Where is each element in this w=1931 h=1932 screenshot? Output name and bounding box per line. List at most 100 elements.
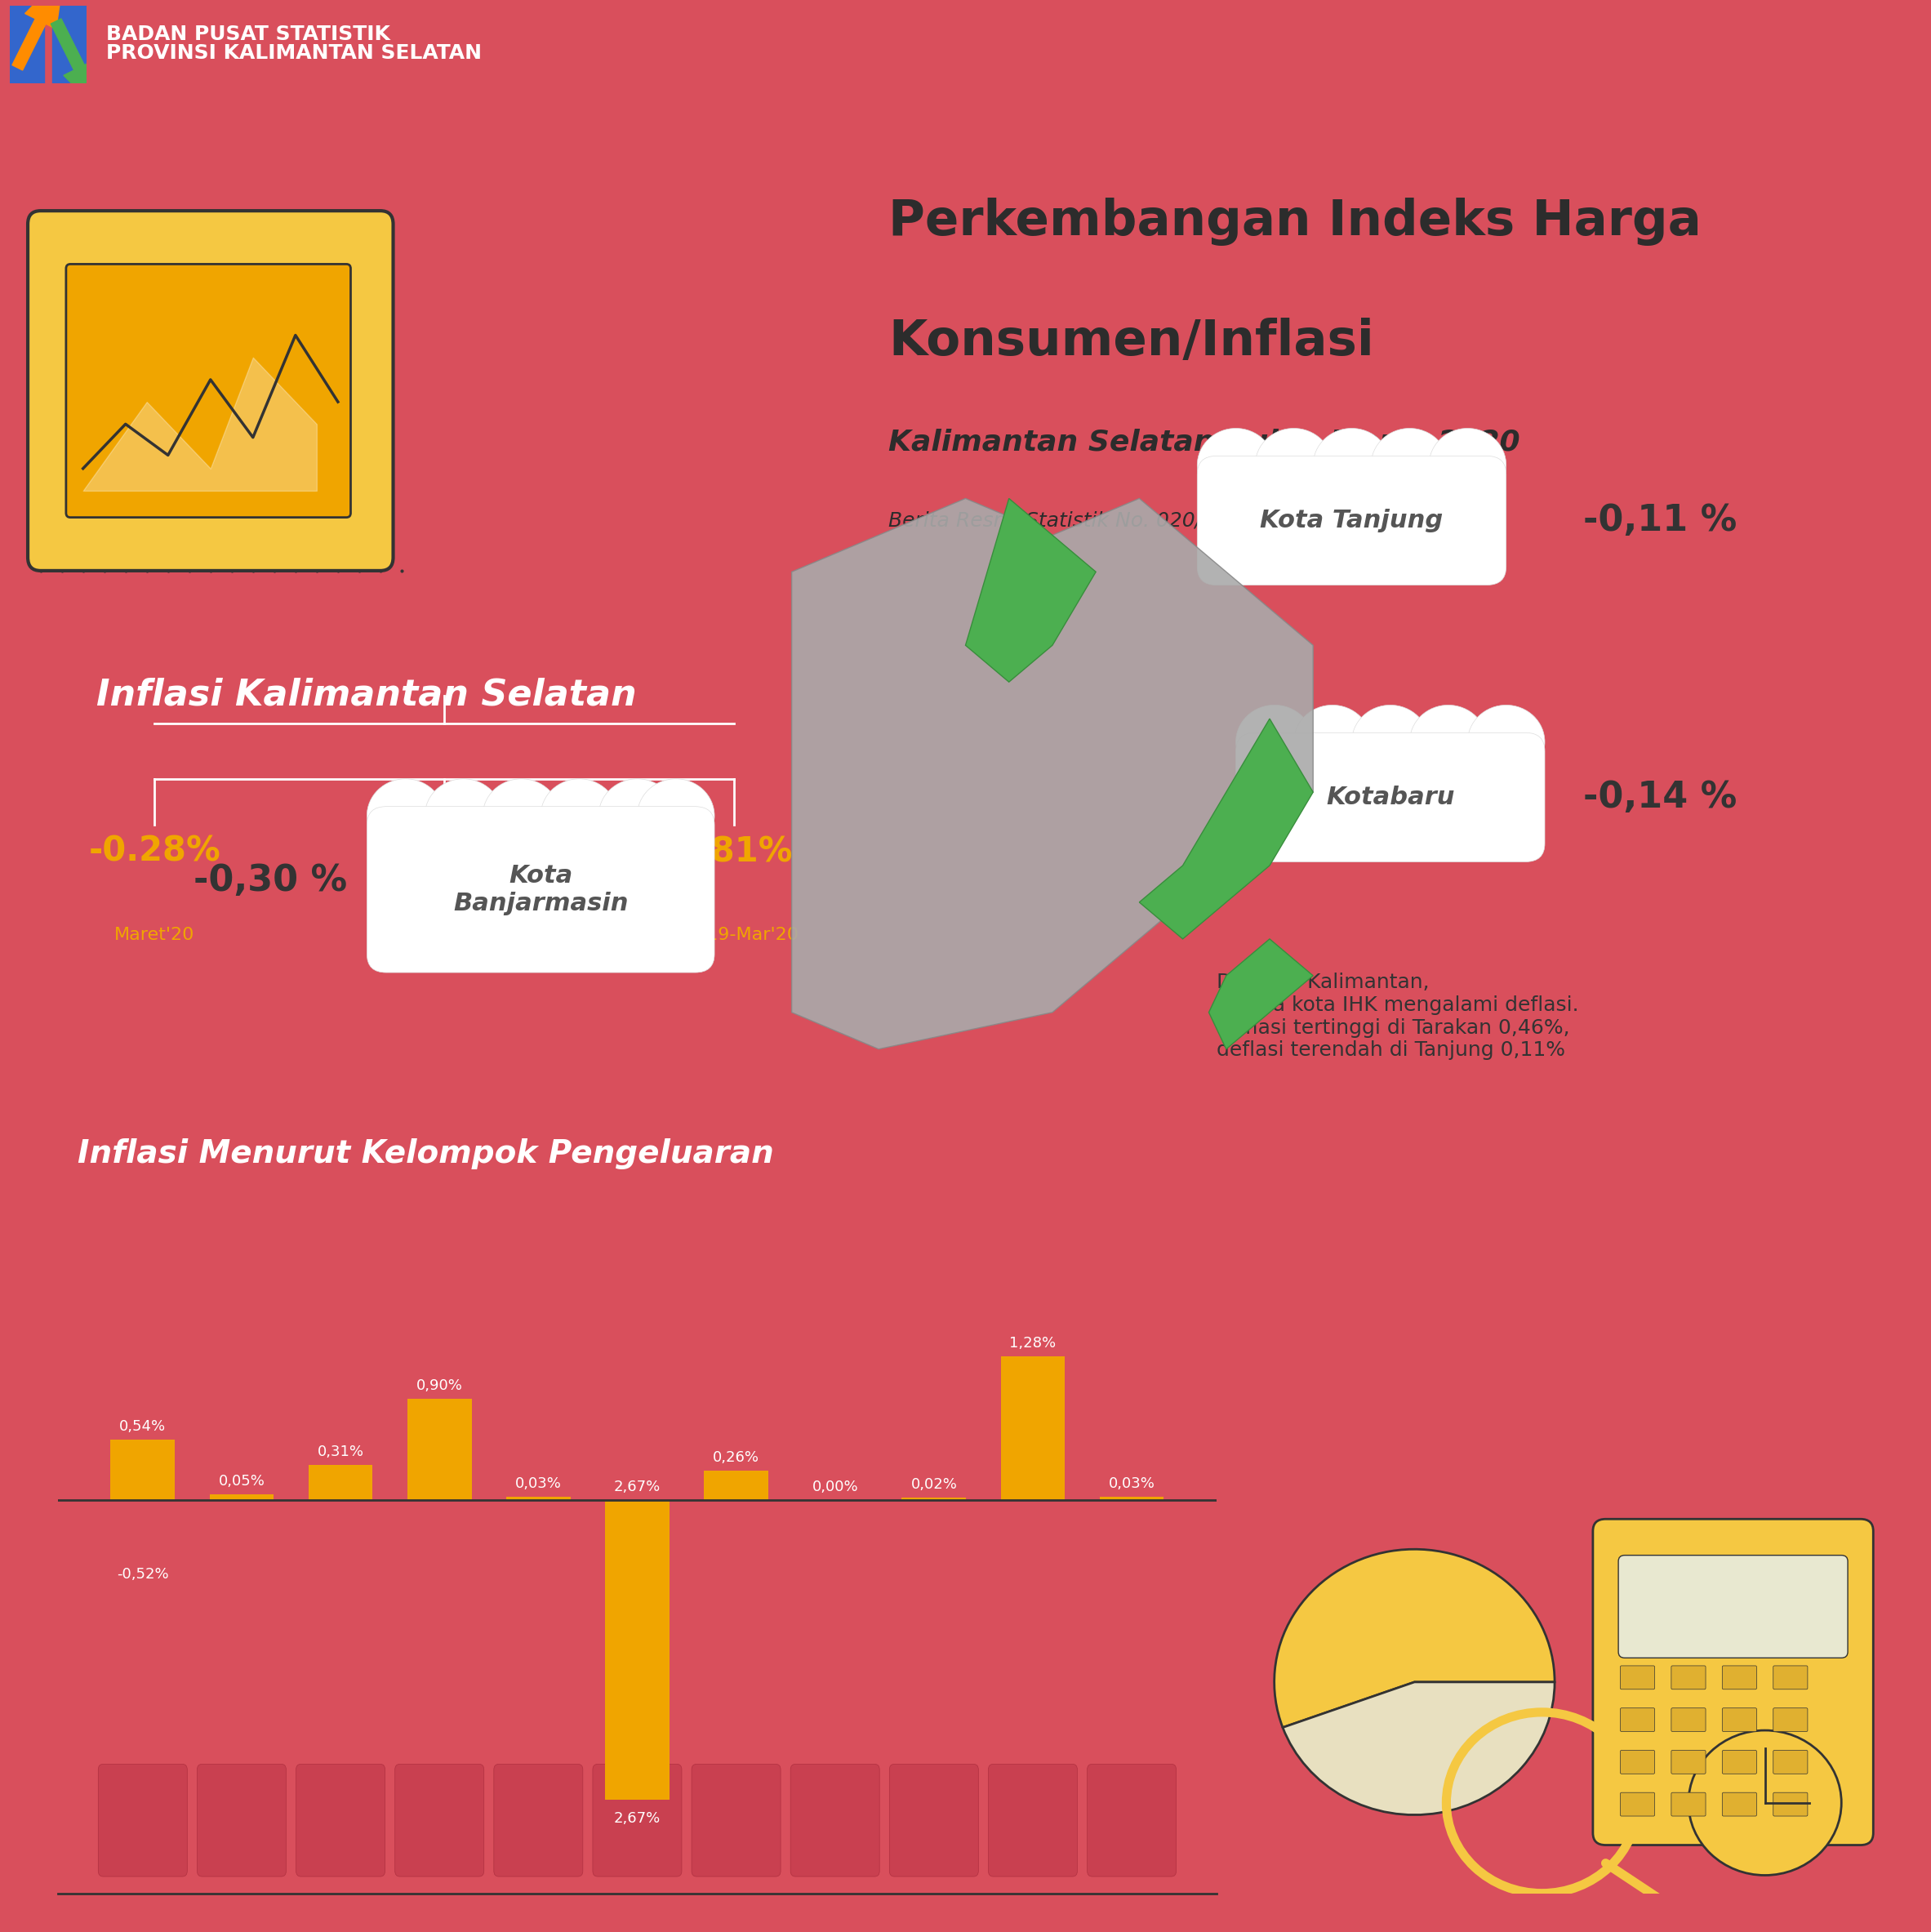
FancyBboxPatch shape [1670, 1665, 1705, 1689]
Bar [110, 1439, 176, 1499]
Circle shape [1352, 705, 1429, 779]
Polygon shape [1139, 719, 1313, 939]
FancyBboxPatch shape [1722, 1708, 1757, 1731]
FancyBboxPatch shape [1773, 1708, 1807, 1731]
FancyBboxPatch shape [396, 1764, 485, 1876]
FancyBboxPatch shape [593, 1764, 682, 1876]
Circle shape [483, 779, 560, 852]
FancyBboxPatch shape [1087, 1764, 1176, 1876]
FancyBboxPatch shape [1618, 1555, 1848, 1658]
Circle shape [1294, 705, 1371, 779]
FancyBboxPatch shape [1620, 1708, 1655, 1731]
Bar [1000, 1356, 1066, 1499]
Circle shape [1236, 705, 1313, 779]
Text: 0,05%: 0,05% [218, 1474, 265, 1490]
FancyBboxPatch shape [1670, 1750, 1705, 1774]
Circle shape [1429, 429, 1506, 502]
Bar [209, 1493, 274, 1499]
FancyBboxPatch shape [197, 1764, 286, 1876]
Text: 2,67%: 2,67% [614, 1812, 660, 1826]
FancyBboxPatch shape [1773, 1793, 1807, 1816]
Bar [10, 6, 44, 83]
Text: Maret'20: Maret'20 [114, 927, 195, 943]
Bar [705, 1470, 769, 1499]
Text: 0,54%: 0,54% [120, 1418, 166, 1434]
Text: -0,11 %: -0,11 % [1583, 502, 1738, 539]
Circle shape [1197, 429, 1274, 502]
Circle shape [1468, 705, 1545, 779]
FancyArrow shape [50, 19, 102, 114]
FancyBboxPatch shape [27, 211, 394, 570]
Text: 0,26%: 0,26% [713, 1451, 759, 1464]
FancyBboxPatch shape [1670, 1708, 1705, 1731]
FancyBboxPatch shape [1620, 1793, 1655, 1816]
Text: Di Pulau Kalimantan,
semua kota IHK mengalami deflasi.
Deflasi tertinggi di Tara: Di Pulau Kalimantan, semua kota IHK meng… [1217, 972, 1580, 1061]
Wedge shape [1282, 1683, 1554, 1814]
Text: 1,28%: 1,28% [1010, 1335, 1056, 1350]
Text: 0,03%: 0,03% [516, 1476, 562, 1492]
Text: -0,52%: -0,52% [116, 1567, 168, 1582]
FancyBboxPatch shape [1722, 1793, 1757, 1816]
FancyBboxPatch shape [1773, 1750, 1807, 1774]
Text: -0,30 %: -0,30 % [193, 864, 348, 898]
Text: 0,90%: 0,90% [417, 1378, 463, 1393]
Polygon shape [1209, 939, 1313, 1049]
Text: Inflasi Kalimantan Selatan: Inflasi Kalimantan Selatan [97, 678, 637, 713]
Text: -0.28%: -0.28% [89, 835, 220, 869]
FancyBboxPatch shape [989, 1764, 1077, 1876]
Circle shape [1371, 429, 1448, 502]
FancyBboxPatch shape [367, 806, 714, 972]
Text: Jan'20-Mar'20: Jan'20-Mar'20 [382, 927, 506, 943]
Polygon shape [966, 498, 1097, 682]
Bar [52, 6, 87, 83]
Text: Berita Resmi Statistik No. 020/04/63/Th. XXIV,1 April 2020: Berita Resmi Statistik No. 020/04/63/Th.… [888, 512, 1483, 531]
FancyArrow shape [12, 0, 64, 70]
Text: Kota Tanjung: Kota Tanjung [1261, 508, 1442, 533]
FancyBboxPatch shape [295, 1764, 384, 1876]
Text: -0,14 %: -0,14 % [1583, 781, 1738, 815]
Text: 0,03%: 0,03% [1108, 1476, 1155, 1492]
FancyBboxPatch shape [1670, 1793, 1705, 1816]
Polygon shape [792, 498, 1313, 1049]
FancyBboxPatch shape [1197, 456, 1506, 585]
Circle shape [637, 779, 714, 852]
Circle shape [367, 779, 444, 852]
Text: 2,67%: 2,67% [614, 1480, 660, 1493]
Circle shape [1255, 429, 1332, 502]
Text: 0,02%: 0,02% [911, 1478, 958, 1492]
FancyBboxPatch shape [1620, 1665, 1655, 1689]
FancyBboxPatch shape [691, 1764, 780, 1876]
Text: Kalimantan Selatan Bulan Maret 2020: Kalimantan Selatan Bulan Maret 2020 [888, 429, 1520, 456]
Text: Perkembangan Indeks Harga: Perkembangan Indeks Harga [888, 197, 1701, 245]
Circle shape [425, 779, 502, 852]
Bar [506, 1497, 570, 1499]
FancyBboxPatch shape [1773, 1665, 1807, 1689]
Text: 2,81%: 2,81% [674, 835, 794, 869]
FancyBboxPatch shape [890, 1764, 979, 1876]
FancyBboxPatch shape [1236, 732, 1545, 862]
Bar [1099, 1497, 1164, 1499]
FancyBboxPatch shape [98, 1764, 187, 1876]
Text: Mar'19-Mar'20: Mar'19-Mar'20 [668, 927, 799, 943]
Bar [902, 1497, 966, 1499]
Text: 0,31%: 0,31% [317, 1445, 363, 1459]
Bar [407, 1399, 471, 1499]
FancyBboxPatch shape [1593, 1519, 1873, 1845]
Bar [604, 1499, 670, 1801]
Circle shape [1688, 1731, 1842, 1876]
Text: Kotabaru: Kotabaru [1327, 786, 1454, 810]
FancyBboxPatch shape [494, 1764, 583, 1876]
FancyBboxPatch shape [790, 1764, 879, 1876]
Circle shape [1410, 705, 1487, 779]
FancyBboxPatch shape [1722, 1665, 1757, 1689]
Circle shape [599, 779, 676, 852]
FancyBboxPatch shape [66, 265, 351, 518]
Text: PROVINSI KALIMANTAN SELATAN: PROVINSI KALIMANTAN SELATAN [106, 43, 483, 62]
Bar [309, 1464, 373, 1499]
Text: Inflasi Menurut Kelompok Pengeluaran: Inflasi Menurut Kelompok Pengeluaran [77, 1138, 774, 1169]
Wedge shape [1274, 1549, 1554, 1727]
FancyBboxPatch shape [1620, 1750, 1655, 1774]
Circle shape [1313, 429, 1390, 502]
Text: BADAN PUSAT STATISTIK: BADAN PUSAT STATISTIK [106, 25, 390, 44]
Text: Konsumen/Inflasi: Konsumen/Inflasi [888, 317, 1373, 365]
